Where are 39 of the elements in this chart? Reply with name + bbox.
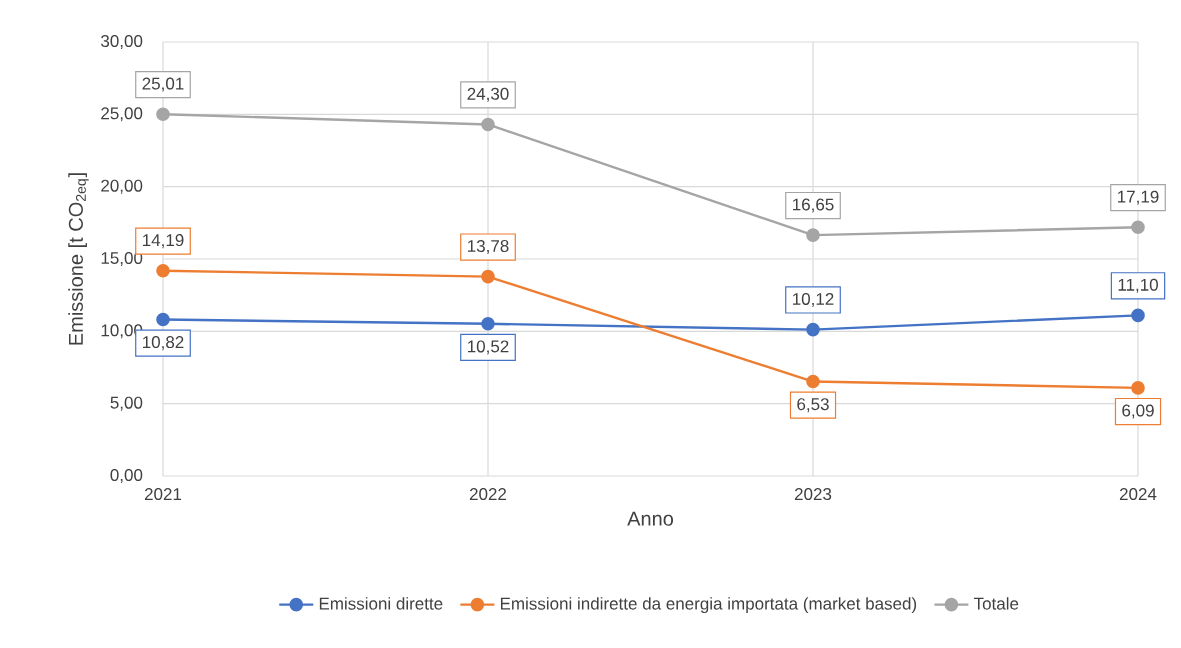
x-tick-label: 2022 xyxy=(469,488,507,501)
point xyxy=(806,322,820,337)
point xyxy=(156,107,170,121)
data-label: 17,19 xyxy=(1118,190,1159,205)
point xyxy=(481,317,495,331)
legend-label: Totale xyxy=(973,597,1019,610)
x-tick-label: 2023 xyxy=(794,488,832,501)
y-tick-label: 30,00 xyxy=(101,34,143,50)
x-tick-label: 2021 xyxy=(144,488,182,501)
y-tick-label: 20,00 xyxy=(101,179,143,194)
point xyxy=(1131,220,1145,235)
data-label: 10,12 xyxy=(793,292,834,308)
y-tick-label: 15,00 xyxy=(101,251,143,267)
point xyxy=(1131,381,1145,395)
y-tick-label: 0,00 xyxy=(110,468,143,484)
data-label: 10,52 xyxy=(468,340,509,355)
data-label: 11,10 xyxy=(1118,278,1158,293)
data-label: 13,78 xyxy=(468,240,509,255)
data-label: 10,82 xyxy=(143,336,184,351)
data-label: 6,53 xyxy=(797,398,829,413)
legend-label: Emissioni indirette da energia importata (market based) xyxy=(500,597,917,614)
point xyxy=(481,117,495,132)
data-label: 14,19 xyxy=(143,234,184,249)
data-label: 16,65 xyxy=(793,198,834,213)
point xyxy=(1131,308,1145,323)
data-label: 25,01 xyxy=(142,77,184,92)
data-label: 24,30 xyxy=(467,87,509,102)
x-axis-title: Anno xyxy=(627,511,674,526)
point xyxy=(156,312,170,327)
point xyxy=(156,263,170,278)
y-tick-label: 5,00 xyxy=(110,396,143,411)
x-tick-label: 2024 xyxy=(1119,488,1157,501)
point xyxy=(806,228,820,242)
y-axis-title: Emissione [t CO$_{2eq}$] xyxy=(68,173,89,345)
legend-label: Emissioni dirette xyxy=(319,597,443,610)
point xyxy=(806,374,820,389)
y-tick-label: 25,00 xyxy=(101,107,143,122)
point xyxy=(481,269,495,284)
data-label: 6,09 xyxy=(1122,404,1154,419)
